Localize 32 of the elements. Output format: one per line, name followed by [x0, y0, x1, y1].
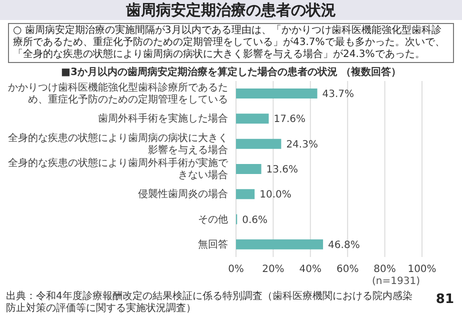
source-note: 出典：令和4年度診療報酬改定の結果検証に係る特別調査（歯科医療機関における院内感染防止対策の評価等に関する実施状況調査）	[6, 291, 414, 315]
text: 81	[436, 292, 454, 307]
bar	[236, 164, 262, 174]
bar	[236, 239, 324, 250]
chart-subtitle: ■3か月以内の歯周病安定期治療を算定した場合の患者の状況 （複数回答）	[60, 67, 402, 79]
y-tick-label: 全身的な疾患の状態により歯周外科手術が実施できない場合	[8, 156, 229, 181]
data-label: 10.0%	[260, 190, 292, 201]
y-tick-label: その他	[198, 213, 228, 226]
x-tick-label: 0%	[228, 264, 244, 276]
data-label: 43.7%	[322, 89, 354, 100]
data-label: 13.6%	[266, 164, 298, 176]
data-label: 17.6%	[274, 114, 306, 126]
x-tick-label: 20%	[262, 264, 284, 276]
bar	[236, 189, 255, 200]
y-tick-label: 侵襲性歯周炎の場合	[138, 188, 228, 200]
x-tick-label: 60%	[336, 264, 359, 276]
y-tick-label: 歯周外科手術を実施した場合	[98, 112, 228, 124]
data-label: 0.6%	[242, 214, 268, 226]
x-tick-label: 100%	[408, 264, 436, 276]
y-tick-label: かかりつけ歯科医機能強化型歯科診療所であるため、重症化予防のための定期管理をしている	[8, 81, 228, 106]
bar	[236, 114, 269, 124]
x-tick-label: 40%	[299, 264, 322, 276]
text: ○ 歯周病安定期治療の実施間隔が3月以内である理由は、「かかりつけ歯科医機能強化型歯科診療所であるため、重症化予防のための定期管理をしている」が43.7%で最も多かった。次いで、「全身的な疾患の状態により歯周病の病状に大きく影響を与える場合」が24.3%であった。	[8, 23, 454, 63]
text: (n=1931)	[372, 276, 420, 287]
bar	[236, 88, 318, 99]
data-label: 24.3%	[286, 139, 318, 150]
chart-title: 歯周病安定期治療の患者の状況	[0, 0, 462, 20]
bar	[236, 138, 282, 149]
x-tick-label: 80%	[374, 264, 396, 276]
data-label: 46.8%	[328, 240, 360, 251]
y-tick-label: 無回答	[198, 238, 228, 250]
y-tick-label: 全身的な疾患の状態により歯周病の病状に大きく影響を与える場合	[8, 132, 228, 156]
